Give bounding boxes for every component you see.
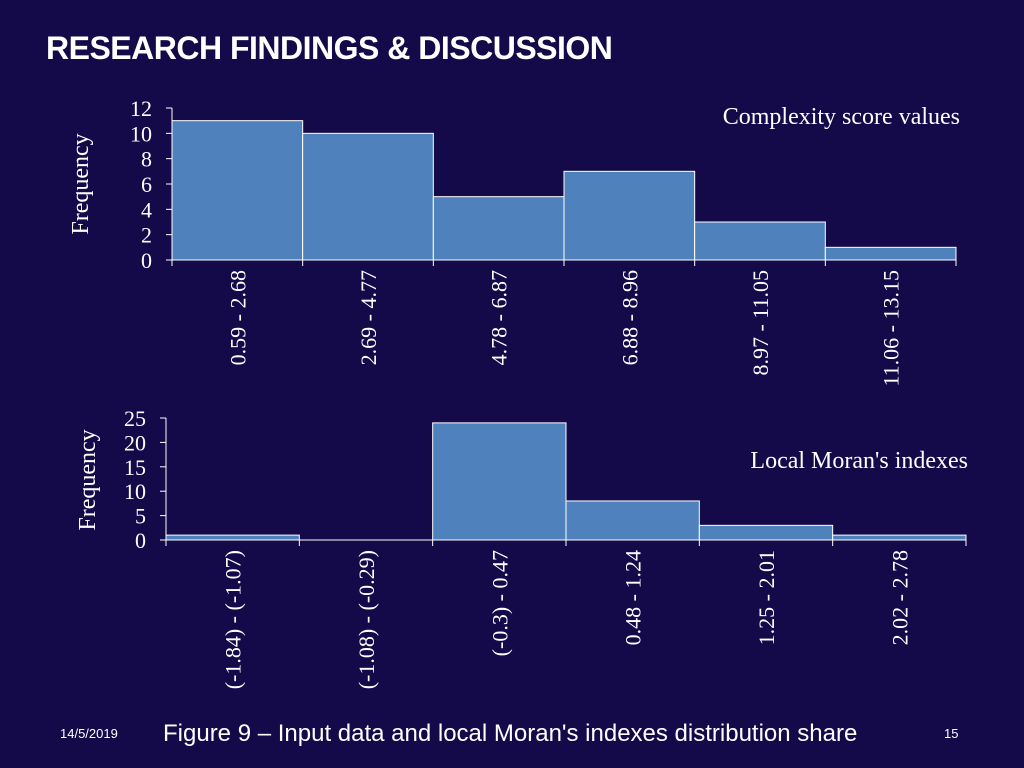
x-category-label: 11.06 - 13.15 (879, 270, 904, 387)
figure-caption: Figure 9 – Input data and local Moran's … (163, 720, 858, 747)
slide-title: RESEARCH FINDINGS & DISCUSSION (46, 30, 613, 66)
bar (698, 524, 834, 541)
y-tick-label: 20 (124, 430, 146, 455)
bar (302, 132, 434, 261)
x-category-label: (-0.3) - 0.47 (487, 550, 512, 656)
y-axis-label: Frequency (68, 133, 94, 234)
x-category-label: 6.88 - 8.96 (617, 270, 642, 365)
bar (432, 196, 565, 261)
y-tick-label: 0 (141, 248, 152, 273)
bar (694, 221, 826, 261)
y-tick-label: 0 (135, 528, 146, 553)
y-tick-label: 12 (130, 96, 152, 121)
x-category-label: 1.25 - 2.01 (754, 550, 779, 645)
y-axis-label: Frequency (75, 429, 101, 530)
page-number: 15 (944, 726, 959, 741)
y-tick-label: 8 (141, 147, 152, 172)
chart-title: Local Moran's indexes (750, 448, 968, 474)
x-category-label: 0.48 - 1.24 (621, 550, 646, 645)
bar (563, 170, 696, 261)
bar (832, 534, 967, 541)
x-category-label: 0.59 - 2.68 (225, 270, 250, 365)
y-tick-label: 4 (141, 197, 152, 222)
bar (432, 422, 567, 541)
y-tick-label: 25 (124, 406, 146, 431)
x-category-label: (-1.08) - (-0.29) (354, 550, 379, 689)
chart-title: Complexity score values (723, 104, 960, 130)
x-category-label: 2.02 - 2.78 (887, 550, 912, 645)
x-category-label: 2.69 - 4.77 (356, 270, 381, 365)
bar (824, 246, 957, 261)
y-tick-label: 6 (141, 172, 152, 197)
y-tick-label: 5 (135, 504, 146, 529)
footer-date: 14/5/2019 (60, 726, 118, 741)
y-tick-label: 15 (124, 455, 146, 480)
bar (565, 500, 700, 541)
bar (171, 120, 304, 261)
y-tick-label: 10 (124, 479, 146, 504)
x-category-label: (-1.84) - (-1.07) (221, 550, 246, 689)
y-tick-label: 10 (130, 121, 152, 146)
y-tick-label: 2 (141, 223, 152, 248)
x-category-label: 4.78 - 6.87 (487, 270, 512, 365)
x-category-label: 8.97 - 11.05 (748, 270, 773, 376)
bar (165, 534, 300, 541)
